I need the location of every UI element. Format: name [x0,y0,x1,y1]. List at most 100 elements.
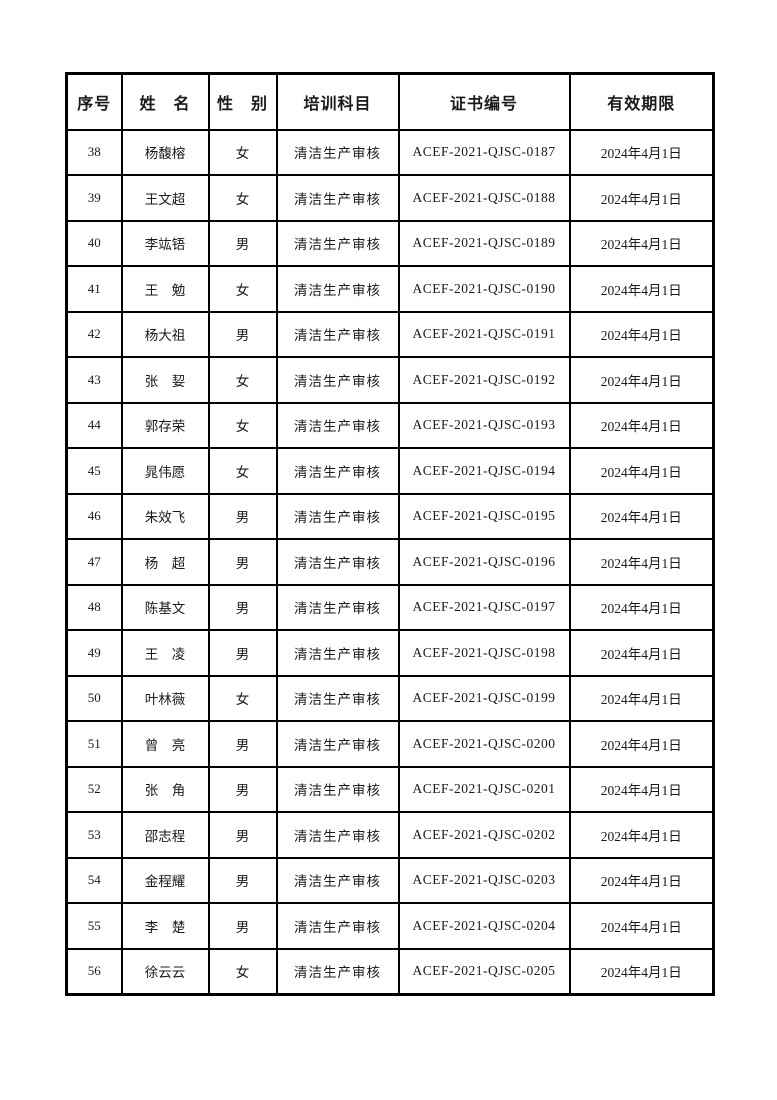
cell-name: 叶林薇 [120,674,210,722]
cell-gender: 男 [207,902,278,950]
cell-expiry: 2024年4月1日 [568,447,715,495]
table-row: 54 金程耀 男 清洁生产审核 ACEF-2021-QJSC-0203 2024… [65,856,715,904]
cell-subject: 清洁生产审核 [275,401,400,449]
cell-index: 38 [65,128,123,176]
cell-index: 54 [65,856,123,904]
cell-gender: 男 [207,538,278,586]
cell-expiry: 2024年4月1日 [568,538,715,586]
table-row: 55 李 楚 男 清洁生产审核 ACEF-2021-QJSC-0204 2024… [65,902,715,950]
cell-cert-number: ACEF-2021-QJSC-0188 [397,174,571,222]
certificate-table: 序号 姓 名 性 别 培训科目 证书编号 有效期限 38 杨馥榕 女 清洁生产审… [65,72,715,996]
table-row: 41 王 勉 女 清洁生产审核 ACEF-2021-QJSC-0190 2024… [65,265,715,313]
cell-expiry: 2024年4月1日 [568,174,715,222]
cell-subject: 清洁生产审核 [275,629,400,677]
cell-cert-number: ACEF-2021-QJSC-0204 [397,902,571,950]
table-row: 42 杨大祖 男 清洁生产审核 ACEF-2021-QJSC-0191 2024… [65,310,715,358]
cell-subject: 清洁生产审核 [275,310,400,358]
cell-name: 曾 亮 [120,720,210,768]
cell-expiry: 2024年4月1日 [568,902,715,950]
cell-cert-number: ACEF-2021-QJSC-0198 [397,629,571,677]
table-row: 43 张 㛃 女 清洁生产审核 ACEF-2021-QJSC-0192 2024… [65,356,715,404]
cell-name: 王 凌 [120,629,210,677]
cell-subject: 清洁生产审核 [275,720,400,768]
cell-name: 张 角 [120,765,210,813]
cell-expiry: 2024年4月1日 [568,947,715,995]
cell-cert-number: ACEF-2021-QJSC-0193 [397,401,571,449]
cell-index: 47 [65,538,123,586]
header-cert-number: 证书编号 [397,72,571,131]
cell-expiry: 2024年4月1日 [568,674,715,722]
cell-name: 徐云云 [120,947,210,995]
table-row: 39 王文超 女 清洁生产审核 ACEF-2021-QJSC-0188 2024… [65,174,715,222]
cell-index: 52 [65,765,123,813]
cell-subject: 清洁生产审核 [275,947,400,995]
table-row: 48 陈基文 男 清洁生产审核 ACEF-2021-QJSC-0197 2024… [65,583,715,631]
cell-expiry: 2024年4月1日 [568,720,715,768]
cell-index: 53 [65,811,123,859]
cell-expiry: 2024年4月1日 [568,629,715,677]
cell-expiry: 2024年4月1日 [568,401,715,449]
cell-name: 王文超 [120,174,210,222]
table-row: 51 曾 亮 男 清洁生产审核 ACEF-2021-QJSC-0200 2024… [65,720,715,768]
cell-expiry: 2024年4月1日 [568,811,715,859]
cell-cert-number: ACEF-2021-QJSC-0191 [397,310,571,358]
header-gender: 性 别 [207,72,278,131]
cell-expiry: 2024年4月1日 [568,765,715,813]
cell-cert-number: ACEF-2021-QJSC-0194 [397,447,571,495]
cell-cert-number: ACEF-2021-QJSC-0189 [397,219,571,267]
table-row: 44 郭存荣 女 清洁生产审核 ACEF-2021-QJSC-0193 2024… [65,401,715,449]
table-row: 45 晁伟愿 女 清洁生产审核 ACEF-2021-QJSC-0194 2024… [65,447,715,495]
table-row: 49 王 凌 男 清洁生产审核 ACEF-2021-QJSC-0198 2024… [65,629,715,677]
table-row: 53 邵志程 男 清洁生产审核 ACEF-2021-QJSC-0202 2024… [65,811,715,859]
header-subject: 培训科目 [275,72,400,131]
cell-expiry: 2024年4月1日 [568,356,715,404]
cell-name: 李 楚 [120,902,210,950]
table-row: 40 李竑铻 男 清洁生产审核 ACEF-2021-QJSC-0189 2024… [65,219,715,267]
cell-index: 39 [65,174,123,222]
cell-expiry: 2024年4月1日 [568,492,715,540]
cell-gender: 女 [207,674,278,722]
table-row: 50 叶林薇 女 清洁生产审核 ACEF-2021-QJSC-0199 2024… [65,674,715,722]
cell-gender: 女 [207,128,278,176]
cell-name: 杨 超 [120,538,210,586]
header-expiry: 有效期限 [568,72,715,131]
cell-gender: 男 [207,492,278,540]
cell-cert-number: ACEF-2021-QJSC-0202 [397,811,571,859]
cell-name: 王 勉 [120,265,210,313]
cell-expiry: 2024年4月1日 [568,265,715,313]
cell-gender: 女 [207,401,278,449]
cell-index: 43 [65,356,123,404]
cell-subject: 清洁生产审核 [275,492,400,540]
cell-name: 朱效飞 [120,492,210,540]
cell-index: 45 [65,447,123,495]
cell-gender: 男 [207,629,278,677]
table-row: 56 徐云云 女 清洁生产审核 ACEF-2021-QJSC-0205 2024… [65,947,715,995]
table-row: 38 杨馥榕 女 清洁生产审核 ACEF-2021-QJSC-0187 2024… [65,128,715,176]
cell-index: 49 [65,629,123,677]
header-name: 姓 名 [120,72,210,131]
table-row: 47 杨 超 男 清洁生产审核 ACEF-2021-QJSC-0196 2024… [65,538,715,586]
cell-subject: 清洁生产审核 [275,538,400,586]
cell-name: 晁伟愿 [120,447,210,495]
cell-gender: 男 [207,583,278,631]
cell-name: 郭存荣 [120,401,210,449]
cell-subject: 清洁生产审核 [275,674,400,722]
cell-index: 42 [65,310,123,358]
cell-gender: 女 [207,447,278,495]
cell-subject: 清洁生产审核 [275,356,400,404]
cell-gender: 女 [207,947,278,995]
cell-index: 50 [65,674,123,722]
cell-subject: 清洁生产审核 [275,765,400,813]
cell-name: 陈基文 [120,583,210,631]
cell-subject: 清洁生产审核 [275,447,400,495]
cell-cert-number: ACEF-2021-QJSC-0205 [397,947,571,995]
table-row: 52 张 角 男 清洁生产审核 ACEF-2021-QJSC-0201 2024… [65,765,715,813]
cell-name: 杨大祖 [120,310,210,358]
cell-gender: 男 [207,856,278,904]
cell-expiry: 2024年4月1日 [568,583,715,631]
cell-gender: 女 [207,265,278,313]
cell-gender: 男 [207,765,278,813]
cell-cert-number: ACEF-2021-QJSC-0201 [397,765,571,813]
cell-subject: 清洁生产审核 [275,811,400,859]
cell-name: 杨馥榕 [120,128,210,176]
